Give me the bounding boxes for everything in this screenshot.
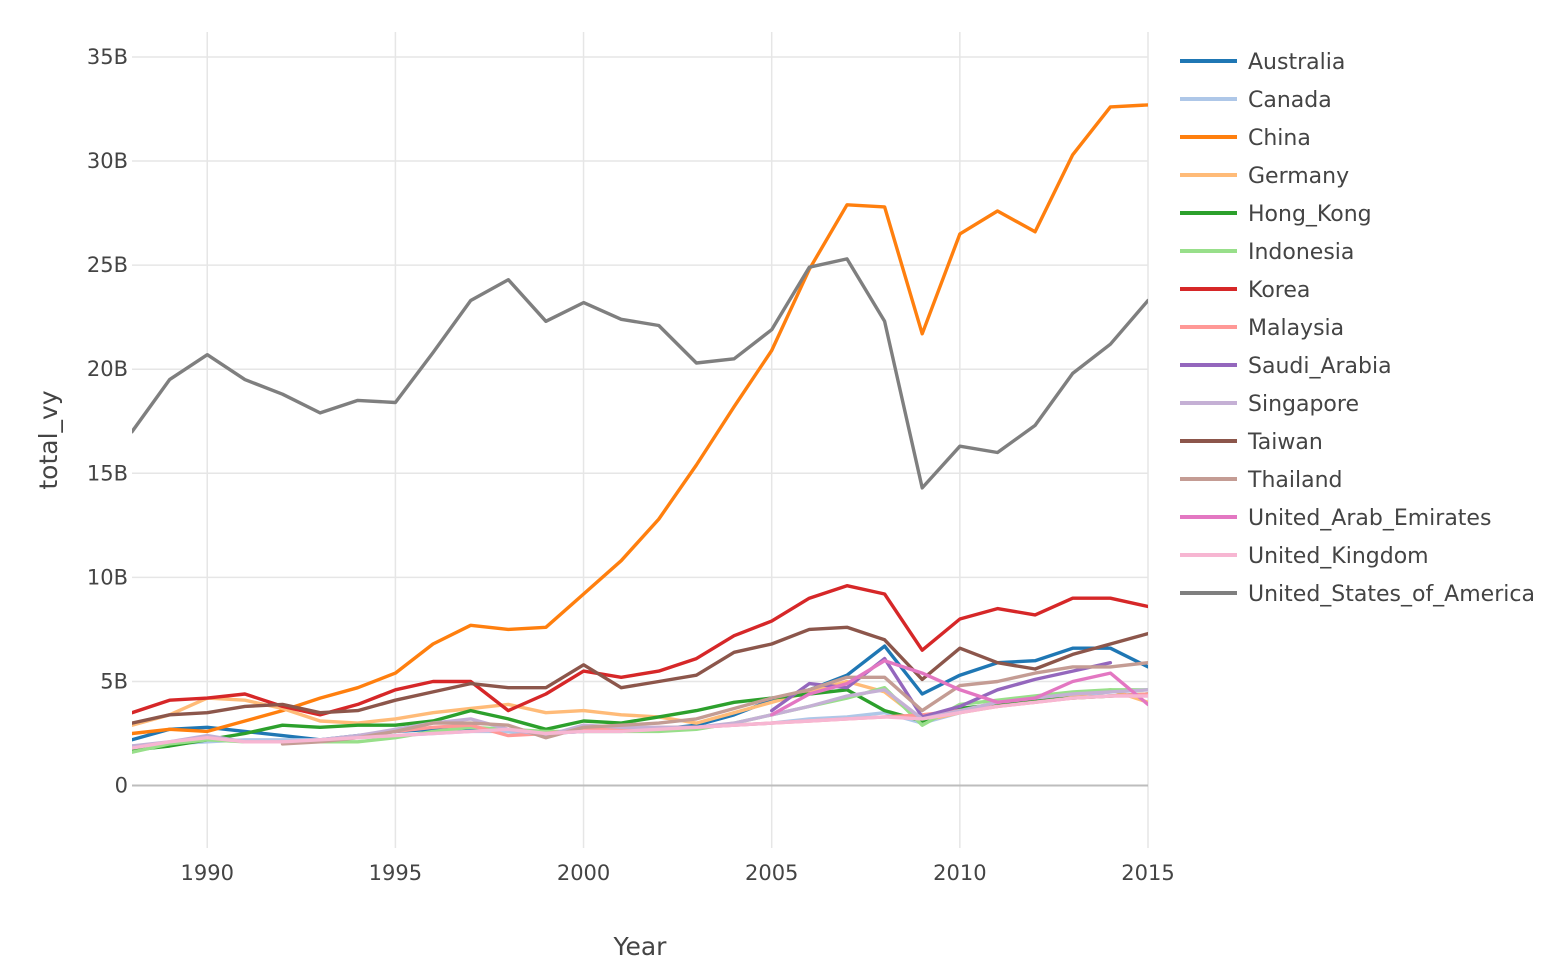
series-line-united-arab-emirates bbox=[770, 659, 1148, 717]
legend-item-canada[interactable]: Canada bbox=[1180, 88, 1332, 113]
y-axis-title: total_vy bbox=[34, 390, 63, 489]
legend-label: Canada bbox=[1248, 88, 1332, 113]
legend-item-united-arab-emirates[interactable]: United_Arab_Emirates bbox=[1180, 506, 1491, 531]
legend-label: Australia bbox=[1248, 50, 1345, 75]
series-line-united-states-of-america bbox=[132, 257, 1148, 490]
legend[interactable]: Australia Canada China Germany Hong_Kong Indo… bbox=[1180, 50, 1535, 607]
series-line-canada bbox=[132, 688, 1148, 748]
series-line-united-kingdom bbox=[132, 694, 1148, 750]
legend-item-australia[interactable]: Australia bbox=[1180, 50, 1345, 75]
legend-label: China bbox=[1248, 126, 1311, 151]
legend-item-korea[interactable]: Korea bbox=[1180, 278, 1310, 303]
legend-item-united-states-of-america[interactable]: United_States_of_America bbox=[1180, 582, 1535, 607]
legend-item-taiwan[interactable]: Taiwan bbox=[1180, 430, 1323, 455]
legend-item-united-kingdom[interactable]: United_Kingdom bbox=[1180, 544, 1429, 569]
legend-label: Indonesia bbox=[1248, 240, 1354, 265]
legend-label: Saudi_Arabia bbox=[1248, 354, 1392, 379]
series-group bbox=[132, 103, 1148, 754]
legend-item-hong-kong[interactable]: Hong_Kong bbox=[1180, 202, 1372, 227]
y-tick-label: 35B bbox=[87, 45, 128, 69]
x-tick-label: 2010 bbox=[933, 861, 986, 885]
legend-item-germany[interactable]: Germany bbox=[1180, 164, 1349, 189]
x-tick-label: 2015 bbox=[1121, 861, 1174, 885]
x-axis-title: Year bbox=[613, 932, 668, 961]
legend-label: Hong_Kong bbox=[1248, 202, 1372, 227]
x-tick-label: 2000 bbox=[557, 861, 610, 885]
gridlines bbox=[132, 32, 1149, 848]
legend-item-saudi-arabia[interactable]: Saudi_Arabia bbox=[1180, 354, 1392, 379]
series-line-china bbox=[132, 103, 1148, 736]
legend-item-malaysia[interactable]: Malaysia bbox=[1180, 316, 1344, 341]
legend-label: United_Kingdom bbox=[1248, 544, 1429, 569]
legend-label: Singapore bbox=[1248, 392, 1359, 417]
x-tick-label: 2005 bbox=[745, 861, 798, 885]
x-tick-label: 1995 bbox=[369, 861, 422, 885]
legend-label: Taiwan bbox=[1247, 430, 1323, 455]
series-line-korea bbox=[132, 584, 1148, 717]
series-line-thailand bbox=[280, 661, 1148, 746]
legend-label: Thailand bbox=[1247, 468, 1342, 493]
y-tick-label: 25B bbox=[87, 253, 128, 277]
legend-item-singapore[interactable]: Singapore bbox=[1180, 392, 1359, 417]
legend-label: Malaysia bbox=[1248, 316, 1344, 341]
y-tick-label: 10B bbox=[87, 565, 128, 589]
series-line-taiwan bbox=[132, 625, 1148, 725]
legend-item-china[interactable]: China bbox=[1180, 126, 1311, 151]
y-tick-label: 20B bbox=[87, 357, 128, 381]
series-line-singapore bbox=[132, 688, 1148, 748]
legend-item-thailand[interactable]: Thailand bbox=[1180, 468, 1342, 493]
legend-label: Germany bbox=[1248, 164, 1349, 189]
legend-item-indonesia[interactable]: Indonesia bbox=[1180, 240, 1354, 265]
y-tick-label: 0 bbox=[115, 774, 128, 798]
legend-label: United_States_of_America bbox=[1248, 582, 1535, 607]
x-tick-label: 1990 bbox=[181, 861, 234, 885]
plot-area bbox=[132, 103, 1148, 754]
legend-label: Korea bbox=[1248, 278, 1310, 303]
legend-label: United_Arab_Emirates bbox=[1248, 506, 1491, 531]
y-tick-label: 5B bbox=[100, 669, 128, 693]
y-tick-label: 30B bbox=[87, 149, 128, 173]
axes: 1990 1995 2000 2005 2010 2015 0 5B 10B 15B 20B 25B 3… bbox=[87, 45, 1175, 885]
y-tick-label: 15B bbox=[87, 461, 128, 485]
series-line-saudi-arabia bbox=[770, 656, 1113, 719]
